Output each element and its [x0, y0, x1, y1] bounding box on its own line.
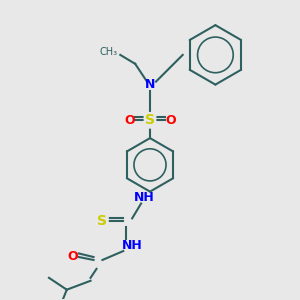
- Text: O: O: [68, 250, 78, 263]
- Text: O: O: [124, 114, 134, 127]
- Text: NH: NH: [122, 238, 142, 252]
- Text: S: S: [145, 113, 155, 127]
- Text: O: O: [166, 114, 176, 127]
- Text: N: N: [145, 78, 155, 91]
- Text: NH: NH: [134, 191, 154, 204]
- Text: S: S: [98, 214, 107, 228]
- Text: CH₃: CH₃: [99, 47, 118, 57]
